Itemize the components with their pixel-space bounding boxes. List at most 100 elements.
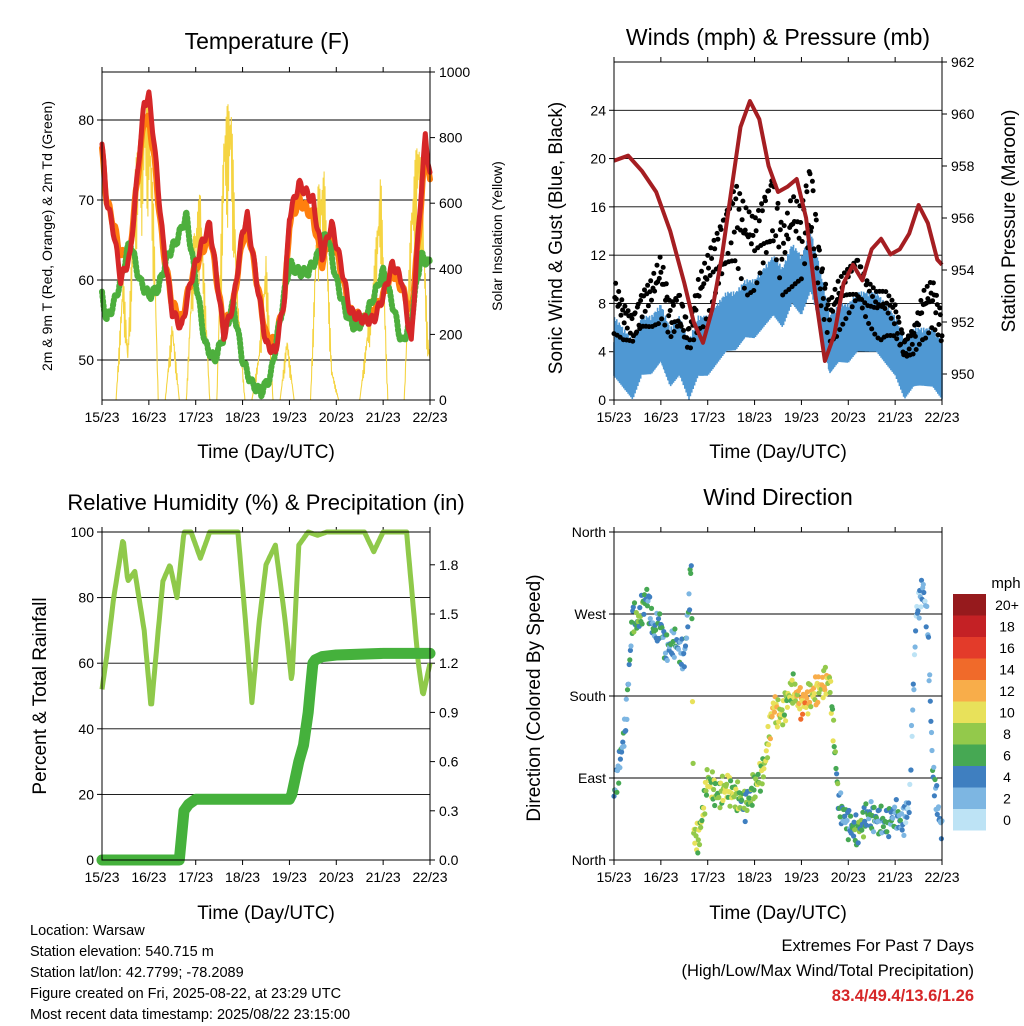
humidity-xlabel: Time (Day/UTC) bbox=[197, 903, 335, 924]
gust-point bbox=[777, 275, 783, 281]
gust-point bbox=[919, 310, 925, 316]
gust-point bbox=[753, 228, 759, 234]
direction-xtick-label: 21/23 bbox=[878, 869, 913, 885]
gust-point bbox=[659, 316, 665, 322]
winds-ytick-label: 4 bbox=[598, 344, 606, 360]
gust-point bbox=[766, 188, 772, 194]
gust-point bbox=[913, 347, 919, 352]
gust-point bbox=[732, 258, 738, 264]
winds-xtick-label: 18/23 bbox=[737, 409, 772, 425]
direction-point bbox=[893, 797, 899, 803]
temperature-ytick-label: 70 bbox=[78, 192, 94, 208]
direction-point bbox=[624, 687, 631, 693]
gust-point bbox=[832, 286, 838, 292]
direction-point bbox=[753, 776, 759, 782]
speed-colorbar: mph 20+ 18 16 14 12 10 8 6 4 2 0 bbox=[953, 575, 1021, 831]
gust-point bbox=[737, 191, 743, 197]
colorbar-label: 14 bbox=[999, 661, 1015, 677]
gust-point bbox=[658, 269, 664, 275]
colorbar-swatch bbox=[953, 809, 986, 831]
gust-point bbox=[807, 171, 813, 177]
direction-point bbox=[797, 685, 803, 691]
gust-point bbox=[849, 304, 855, 310]
gust-point bbox=[933, 310, 939, 316]
direction-point bbox=[701, 805, 707, 811]
gust-point bbox=[735, 266, 741, 272]
direction-point bbox=[709, 769, 716, 775]
gust-point bbox=[784, 232, 790, 238]
gust-point bbox=[656, 321, 661, 327]
direction-point bbox=[664, 657, 670, 664]
gust-point bbox=[709, 256, 715, 261]
direction-point bbox=[828, 678, 834, 684]
direction-point bbox=[908, 722, 915, 729]
gust-point bbox=[645, 282, 651, 288]
gust-point bbox=[791, 194, 797, 200]
gust-point bbox=[809, 178, 815, 184]
gust-point bbox=[866, 288, 872, 294]
direction-point bbox=[695, 850, 701, 856]
temperature-ytick-label: 60 bbox=[78, 272, 94, 288]
humidity-ylabel: Percent & Total Rainfall bbox=[30, 597, 51, 794]
direction-point bbox=[789, 677, 795, 683]
direction-point bbox=[664, 632, 670, 638]
gust-point bbox=[784, 210, 790, 216]
direction-point bbox=[899, 827, 905, 833]
humidity-y2tick-label: 1.5 bbox=[439, 606, 459, 622]
colorbar-swatch bbox=[953, 766, 986, 788]
direction-point bbox=[744, 807, 750, 814]
direction-point bbox=[815, 699, 821, 706]
direction-point bbox=[655, 616, 662, 622]
gust-point bbox=[734, 183, 740, 189]
gust-point bbox=[683, 314, 689, 320]
gust-point bbox=[696, 293, 702, 299]
direction-point bbox=[925, 634, 932, 640]
direction-point bbox=[910, 707, 916, 713]
gust-point bbox=[804, 189, 810, 195]
humidity-ytick-label: 60 bbox=[78, 655, 94, 671]
winds-y2tick-label: 962 bbox=[951, 54, 975, 70]
gust-point bbox=[616, 289, 622, 294]
direction-point bbox=[807, 699, 813, 705]
gust-point bbox=[763, 198, 768, 204]
gust-point bbox=[695, 277, 701, 282]
gust-point bbox=[770, 238, 776, 244]
winds-frame bbox=[613, 61, 943, 401]
gust-point bbox=[621, 320, 627, 326]
colorbar-swatch bbox=[953, 615, 986, 637]
gust-point bbox=[883, 289, 889, 295]
direction-point bbox=[780, 722, 786, 728]
direction-point bbox=[623, 728, 629, 734]
temperature-y2tick-label: 400 bbox=[439, 261, 463, 277]
gust-point bbox=[813, 217, 819, 223]
direction-point bbox=[914, 603, 920, 610]
direction-point bbox=[803, 704, 809, 711]
gust-point bbox=[892, 302, 898, 308]
gust-point bbox=[739, 217, 745, 223]
direction-point bbox=[626, 681, 632, 687]
direction-point bbox=[657, 611, 663, 617]
gust-point bbox=[778, 219, 784, 225]
direction-point bbox=[749, 802, 755, 808]
gust-point bbox=[820, 266, 825, 272]
colorbar-title: mph bbox=[991, 575, 1020, 592]
gust-point bbox=[711, 237, 717, 243]
colorbar-label: 4 bbox=[1003, 769, 1011, 785]
direction-point bbox=[892, 804, 898, 810]
direction-point bbox=[906, 809, 912, 816]
gust-point bbox=[891, 333, 897, 339]
direction-point bbox=[860, 809, 866, 815]
gust-point bbox=[665, 329, 671, 335]
gust-point bbox=[895, 314, 901, 320]
direction-point bbox=[686, 591, 692, 597]
gust-point bbox=[671, 329, 677, 335]
direction-point bbox=[853, 812, 859, 818]
gust-point bbox=[822, 285, 828, 291]
gust-point bbox=[793, 228, 799, 234]
direction-point bbox=[759, 781, 765, 787]
direction-point bbox=[909, 733, 915, 739]
direction-point bbox=[764, 755, 771, 761]
direction-point bbox=[822, 664, 829, 671]
gust-point bbox=[872, 331, 878, 337]
gust-point bbox=[891, 321, 897, 327]
